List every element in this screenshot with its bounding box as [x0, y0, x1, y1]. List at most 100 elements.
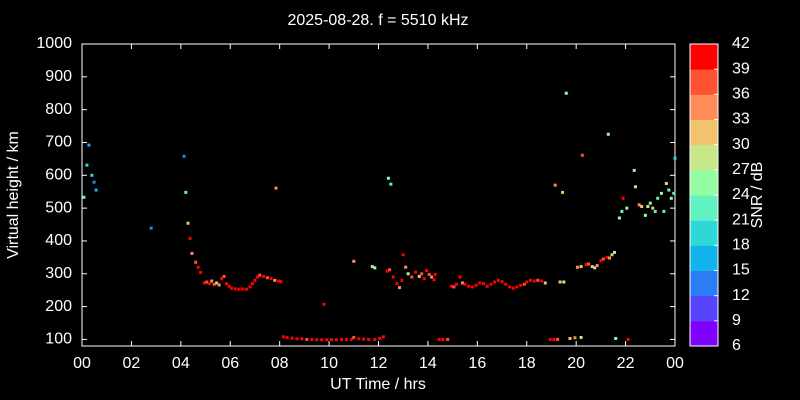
y-tick-label: 1000 — [36, 35, 72, 52]
data-point — [573, 336, 577, 340]
data-point — [651, 206, 655, 210]
data-point — [250, 282, 254, 286]
data-point — [279, 280, 283, 284]
data-point — [432, 278, 436, 282]
data-point — [215, 281, 219, 285]
data-point — [194, 260, 198, 264]
data-point — [587, 262, 591, 266]
data-point — [196, 265, 200, 269]
colorbar-band — [690, 94, 718, 120]
data-point — [149, 226, 153, 230]
data-point — [362, 337, 366, 341]
colorbar-tick-label: 24 — [732, 186, 750, 203]
data-point — [381, 335, 385, 339]
data-point — [536, 278, 540, 282]
data-point — [595, 264, 599, 268]
data-point — [489, 282, 493, 286]
data-point — [617, 216, 621, 220]
data-point — [608, 256, 612, 260]
data-point — [446, 337, 450, 341]
data-point — [222, 274, 226, 278]
data-point — [504, 282, 508, 286]
data-point — [593, 266, 597, 270]
data-point — [85, 163, 89, 167]
data-point — [656, 196, 660, 200]
data-point — [262, 274, 266, 278]
data-point — [265, 276, 269, 280]
data-point — [182, 154, 186, 158]
data-point — [433, 272, 437, 276]
data-point — [276, 279, 280, 283]
data-point — [511, 286, 515, 290]
data-point — [556, 337, 560, 341]
data-point — [452, 285, 456, 289]
data-point — [643, 213, 647, 217]
data-point — [507, 285, 511, 289]
colorbar-tick-label: 27 — [732, 161, 750, 178]
data-point — [184, 190, 188, 194]
colorbar-band — [690, 245, 718, 271]
data-point — [255, 275, 259, 279]
x-tick-label: 08 — [271, 355, 289, 372]
data-point — [637, 203, 641, 207]
colorbar-band — [690, 169, 718, 196]
data-point — [496, 278, 500, 282]
colorbar-tick-label: 42 — [732, 35, 750, 52]
data-point — [519, 283, 523, 287]
data-point — [626, 337, 630, 341]
data-point — [552, 337, 556, 341]
colorbar-tick-label: 36 — [732, 86, 750, 103]
data-point — [237, 287, 241, 291]
data-point — [610, 253, 614, 257]
data-point — [401, 253, 405, 257]
colorbar-tick-label: 9 — [732, 312, 741, 329]
data-point — [225, 282, 229, 286]
data-point — [315, 338, 319, 342]
colorbar-band — [690, 119, 718, 146]
data-point — [458, 275, 462, 279]
colorbar-tick-label: 6 — [732, 337, 741, 354]
data-point — [648, 201, 652, 205]
data-point — [632, 168, 636, 172]
data-point — [568, 336, 572, 340]
data-point — [522, 282, 526, 286]
data-point — [482, 282, 486, 286]
x-tick-label: 18 — [518, 355, 536, 372]
data-point — [564, 91, 568, 95]
data-point — [373, 337, 377, 341]
data-point — [540, 279, 544, 283]
data-point — [241, 287, 245, 291]
data-point — [427, 272, 431, 276]
y-tick-label: 100 — [45, 331, 72, 348]
data-point — [400, 278, 404, 282]
data-point — [190, 251, 194, 255]
data-point — [420, 272, 424, 276]
data-point — [673, 156, 677, 160]
data-point — [515, 285, 519, 289]
data-point — [500, 280, 504, 284]
data-point — [339, 337, 343, 341]
data-point — [430, 275, 434, 279]
x-tick-label: 12 — [370, 355, 388, 372]
colorbar-tick-label: 21 — [732, 211, 750, 228]
data-point — [669, 196, 673, 200]
data-point — [625, 206, 629, 210]
data-point — [281, 335, 285, 339]
data-point — [357, 337, 361, 341]
data-point — [188, 236, 192, 240]
data-point — [395, 282, 399, 286]
data-point — [548, 337, 552, 341]
y-axis-label: Virtual height / km — [5, 131, 22, 259]
data-point — [463, 282, 467, 286]
data-point — [667, 188, 671, 192]
data-point — [621, 196, 625, 200]
colorbar-tick-label: 39 — [732, 60, 750, 77]
data-point — [406, 272, 410, 276]
x-tick-label: 14 — [419, 355, 437, 372]
x-tick-label: 16 — [468, 355, 486, 372]
data-point — [562, 280, 566, 284]
y-tick-label: 900 — [45, 68, 72, 85]
colorbar-band — [690, 44, 718, 70]
data-point — [290, 336, 294, 340]
